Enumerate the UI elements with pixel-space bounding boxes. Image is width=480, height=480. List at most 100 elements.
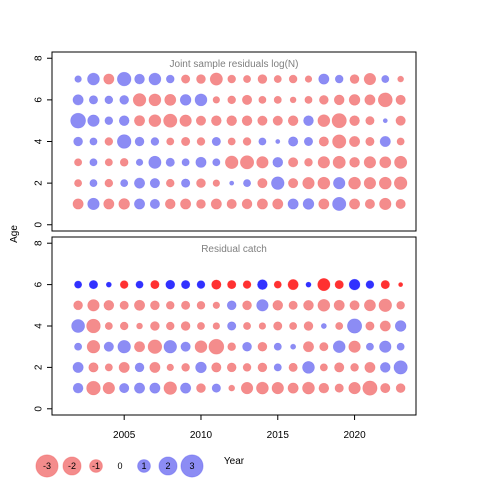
residual-bubble (242, 300, 252, 311)
residual-bubble (318, 136, 329, 147)
residual-bubble (378, 176, 392, 190)
legend-bubble (89, 459, 103, 473)
residual-bubble (134, 382, 146, 394)
residual-bubble (396, 137, 405, 146)
residual-bubble (304, 158, 313, 167)
y-tick-label: 8 (34, 55, 45, 61)
residual-bubble (394, 320, 407, 332)
legend-label: 3 (189, 461, 194, 471)
residual-bubble (86, 340, 101, 354)
residual-bubble (211, 115, 222, 126)
residual-bubble (227, 137, 236, 146)
residual-bubble (348, 94, 361, 106)
residual-bubble (117, 71, 132, 87)
residual-bubble (317, 278, 331, 292)
residual-bubble (364, 361, 376, 373)
residual-bubble (119, 280, 129, 289)
residual-bubble (398, 282, 404, 288)
residual-bubble (395, 115, 406, 126)
residual-bubble (317, 114, 331, 127)
residual-bubble (318, 198, 330, 210)
residual-bubble (104, 95, 114, 105)
residual-bubble (134, 73, 145, 85)
residual-bubble (225, 155, 239, 169)
residual-bubble (86, 380, 101, 396)
legend-item: -3 (35, 454, 59, 478)
residual-bubble (288, 136, 299, 147)
residual-bubble (72, 94, 84, 106)
residual-bubble (272, 115, 283, 126)
residual-bubble (212, 158, 221, 167)
legend-label: -2 (68, 461, 76, 471)
panel-1: Joint sample residuals log(N) 0 2 4 6 8 (34, 51, 417, 232)
residual-bubble (211, 279, 222, 290)
legend-label: 2 (165, 461, 170, 471)
residual-bubble (394, 155, 408, 169)
residual-bubble (288, 300, 298, 310)
residual-bubble (332, 155, 346, 169)
x-tick-label: 2005 (113, 430, 136, 441)
legend-label: -1 (92, 461, 100, 471)
residual-bubble (396, 301, 405, 310)
residual-bubble (226, 198, 237, 209)
residual-bubble (149, 198, 160, 209)
residual-bubble (179, 94, 192, 106)
residual-bubble (348, 176, 361, 190)
residual-bubble (119, 321, 129, 331)
residual-bubble (227, 342, 236, 351)
residual-bubble (271, 381, 284, 395)
residual-bubble (304, 75, 313, 83)
residual-bubble (257, 74, 268, 84)
residual-bubble (257, 279, 268, 290)
y-tick-label: 2 (34, 180, 45, 186)
residual-bubble (180, 341, 191, 352)
residual-bubble (242, 280, 252, 289)
residual-bubble (103, 341, 114, 352)
residual-bubble (196, 178, 206, 188)
residual-bubble (271, 176, 285, 190)
residual-bubble (87, 197, 100, 211)
residual-bubble (89, 137, 98, 146)
residual-bubble (378, 298, 392, 312)
residual-bubble (302, 177, 315, 190)
residual-bubble (165, 157, 175, 167)
residual-bubble (273, 280, 282, 289)
residual-bubble (103, 198, 115, 210)
residual-bubble (243, 179, 252, 188)
residual-bubble (379, 197, 392, 211)
residual-bubble (349, 136, 361, 147)
residual-bubble (257, 341, 268, 352)
residual-bubble (363, 72, 377, 86)
residual-bubble (363, 156, 377, 169)
residual-bubble (302, 361, 315, 374)
residual-bubble (317, 299, 331, 312)
residual-bubble (166, 363, 174, 372)
residual-bubble (303, 136, 314, 147)
residual-bubble (88, 362, 99, 373)
legend-label: 1 (141, 461, 146, 471)
residual-bubble (119, 158, 129, 167)
residual-bubble (288, 74, 298, 84)
residual-bubble (134, 341, 146, 353)
residual-bubble (212, 301, 220, 309)
residual-bubble (148, 72, 162, 86)
residual-bubble (256, 381, 269, 395)
residual-bubble (272, 198, 284, 210)
residual-bubble (240, 155, 255, 170)
residual-bubble (181, 178, 191, 188)
residual-bubble (181, 300, 191, 310)
residual-bubble (287, 279, 299, 291)
residual-bubble (104, 178, 114, 188)
residual-bubble (302, 198, 315, 210)
residual-bubble (348, 381, 361, 395)
residual-bubble (166, 178, 175, 188)
legend-item: -2 (62, 456, 82, 476)
residual-bubble (303, 115, 314, 126)
residual-bubble (382, 118, 388, 124)
residual-bubble (181, 158, 190, 167)
residual-bubble (180, 382, 192, 394)
residual-bubble (303, 300, 314, 311)
residual-bubble (196, 199, 206, 209)
residual-bubble (212, 179, 220, 187)
